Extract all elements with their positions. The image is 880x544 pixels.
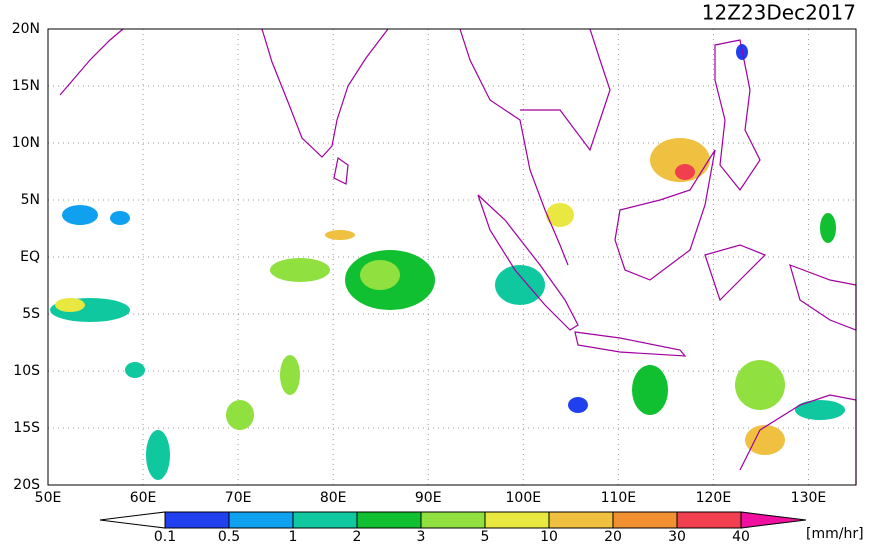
coastline — [477, 194, 579, 331]
colorbar-box — [612, 511, 678, 529]
rain-area — [546, 203, 574, 227]
rain-area — [325, 230, 355, 240]
rain-area — [675, 164, 695, 180]
title: 12Z23Dec2017 — [702, 1, 856, 25]
rain-area — [62, 205, 98, 225]
lat-tick-label: 20S — [13, 477, 40, 493]
colorbar-label: 20 — [604, 529, 622, 544]
colorbar-unit: [mm/hr] — [806, 526, 864, 542]
lon-tick-label: 70E — [225, 490, 252, 506]
colorbar-under — [99, 511, 166, 529]
lon-tick-label: 100E — [506, 490, 542, 506]
colorbar: 0.1 0.5 1 2 3 5 10 20 30 40 — [99, 511, 807, 544]
lat-tick-label: 20N — [12, 21, 40, 37]
colorbar-box — [292, 511, 358, 529]
colorbar-box — [164, 511, 230, 529]
colorbar-label: 0.5 — [218, 529, 240, 544]
lon-tick-label: 60E — [130, 490, 157, 506]
colorbar-box — [676, 511, 742, 529]
rain-area — [125, 362, 145, 378]
rain-area — [735, 360, 785, 410]
coastline — [333, 156, 349, 185]
colorbar-label: 1 — [289, 529, 298, 544]
lon-tick-label: 90E — [415, 490, 442, 506]
rain-area — [795, 400, 845, 420]
grid — [47, 28, 856, 486]
colorbar-label: 5 — [481, 529, 490, 544]
colorbar-box — [548, 511, 614, 529]
coastline — [574, 331, 687, 357]
rain-area — [226, 400, 254, 430]
lat-tick-label: EQ — [20, 249, 40, 265]
rain-area — [568, 397, 588, 413]
colorbar-label: 30 — [668, 529, 686, 544]
coastline — [789, 264, 857, 331]
colorbar-label: 0.1 — [154, 529, 176, 544]
lat-tick-label: 5S — [22, 306, 40, 322]
coastlines — [59, 28, 857, 485]
lon-tick-label: 130E — [791, 490, 827, 506]
colorbar-box — [356, 511, 422, 529]
rain-area — [146, 430, 170, 480]
rain-area — [745, 425, 785, 455]
lat-tick-label: 10N — [12, 135, 40, 151]
coastline — [704, 244, 767, 302]
coastline — [459, 28, 611, 266]
rain-area — [55, 298, 85, 312]
lon-tick-label: 110E — [601, 490, 637, 506]
rain-area — [270, 258, 330, 282]
colorbar-box — [228, 511, 294, 529]
colorbar-box — [484, 511, 550, 529]
colorbar-label: 3 — [417, 529, 426, 544]
coastline — [59, 28, 124, 96]
lon-tick-label: 50E — [35, 490, 62, 506]
lat-tick-label: 15S — [13, 420, 40, 436]
colorbar-box — [420, 511, 486, 529]
rain-area — [495, 265, 545, 305]
lat-tick-label: 5N — [21, 192, 40, 208]
rain-area — [632, 365, 668, 415]
lon-tick-label: 80E — [320, 490, 347, 506]
lon-tick-label: 120E — [696, 490, 732, 506]
colorbar-label: 10 — [540, 529, 558, 544]
lat-tick-label: 10S — [13, 363, 40, 379]
coastline — [714, 39, 761, 192]
colorbar-label: 40 — [732, 529, 750, 544]
lat-tick-label: 15N — [12, 78, 40, 94]
rain-area — [280, 355, 300, 395]
rain-area — [110, 211, 130, 225]
coastline — [614, 149, 716, 281]
coastline — [261, 28, 389, 158]
colorbar-label: 2 — [353, 529, 362, 544]
precipitation — [50, 44, 845, 480]
rain-area — [820, 213, 836, 243]
colorbar-over — [740, 511, 807, 529]
rain-area — [360, 260, 400, 290]
rain-area — [650, 138, 710, 182]
map-frame — [47, 28, 857, 486]
